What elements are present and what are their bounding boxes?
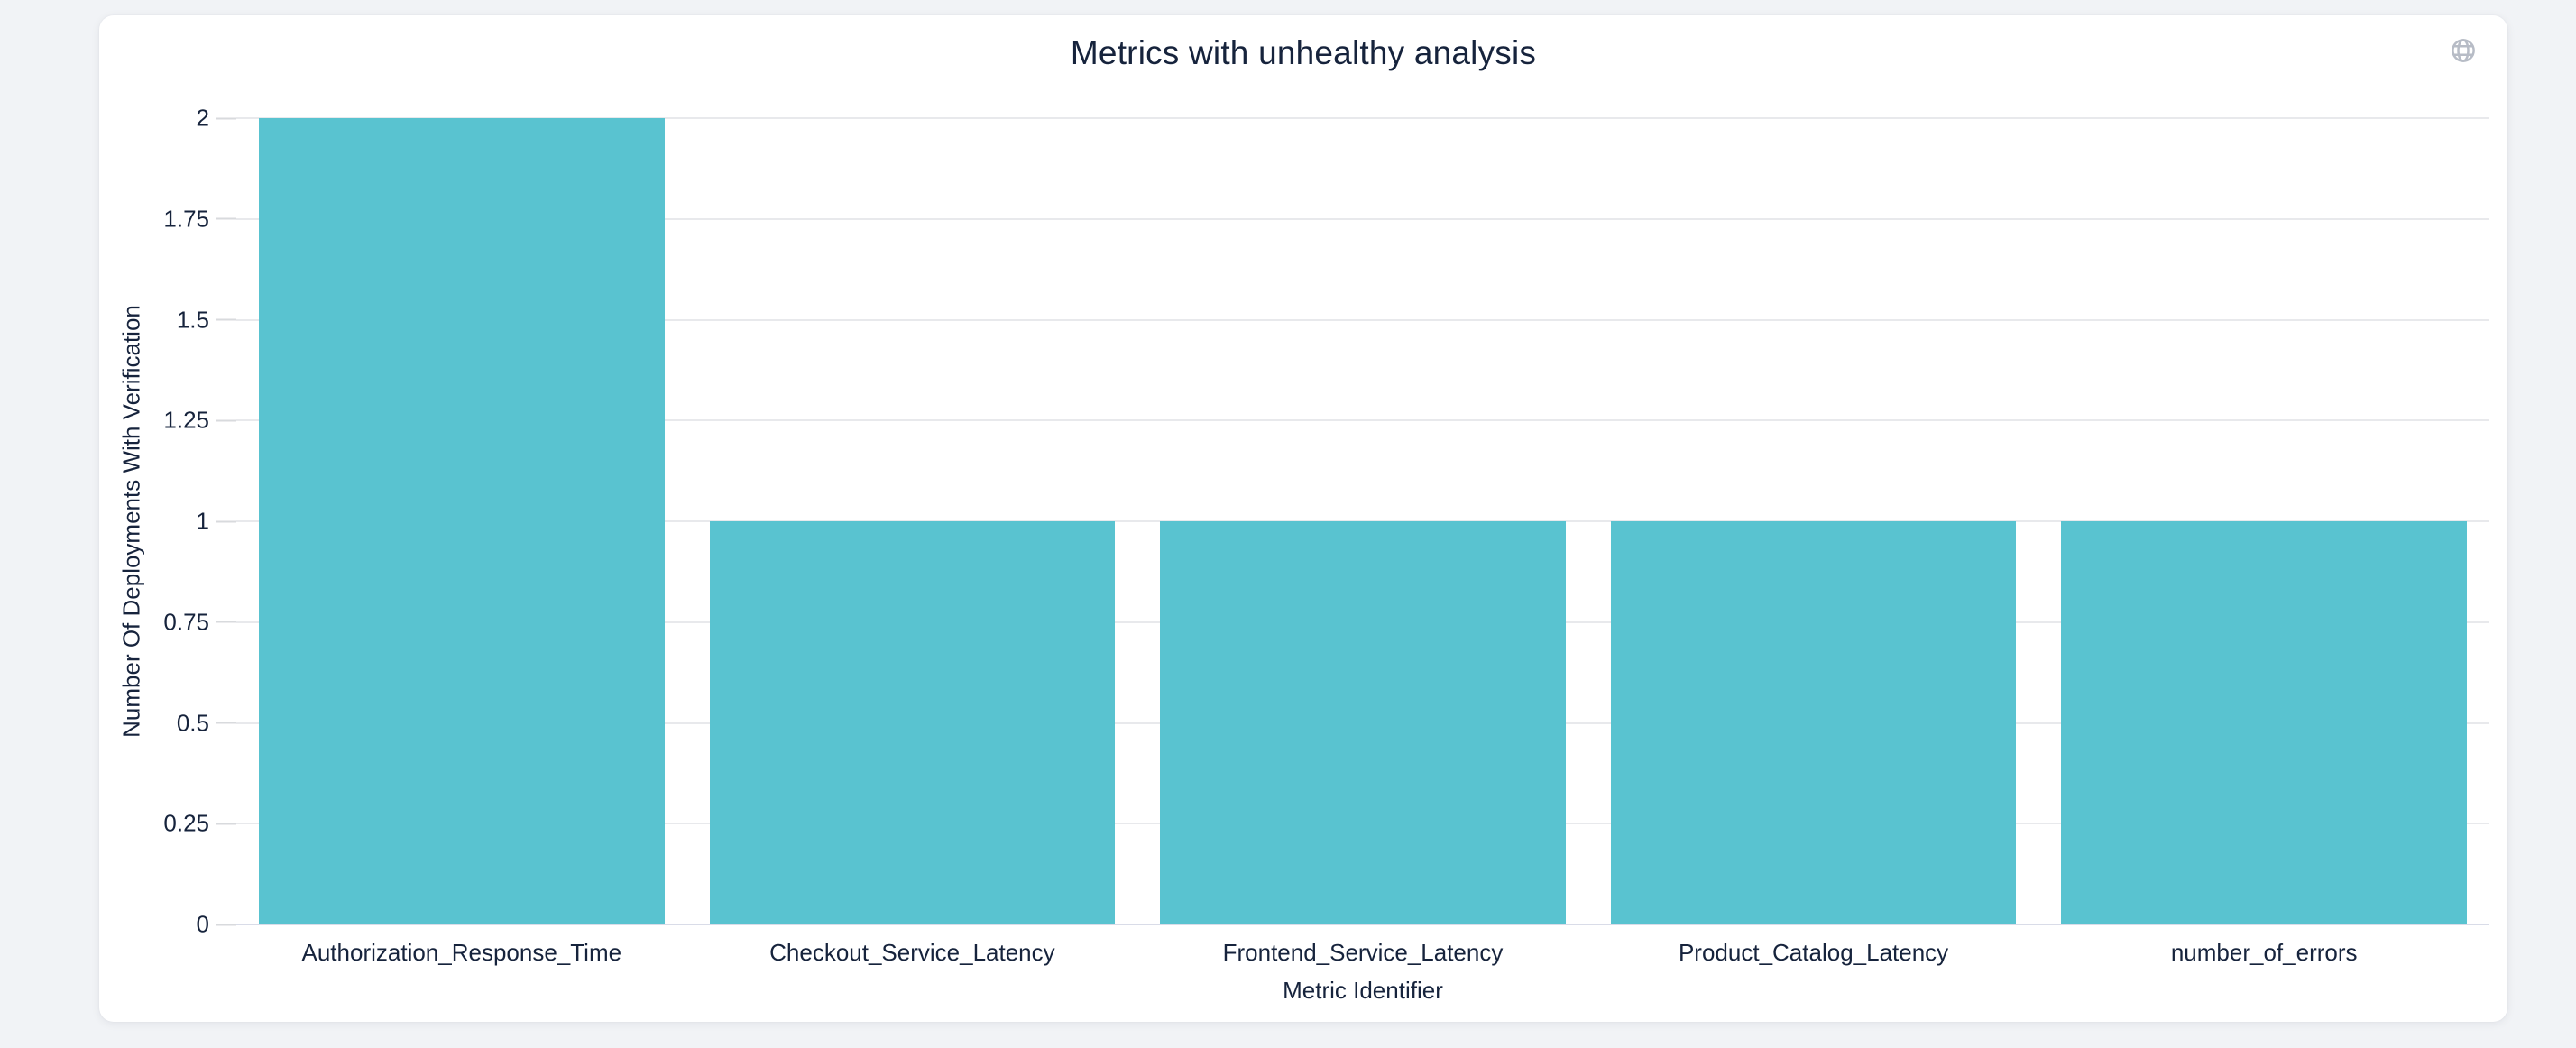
y-tick-label: 0 bbox=[196, 910, 209, 938]
x-tick-label: Checkout_Service_Latency bbox=[769, 939, 1055, 966]
y-tick-mark bbox=[216, 924, 236, 925]
y-axis-title: Number Of Deployments With Verification bbox=[117, 305, 145, 738]
y-tick-mark bbox=[216, 419, 236, 422]
gridline bbox=[236, 217, 2489, 220]
bar-series bbox=[236, 118, 2489, 924]
y-tick-row: 0.5 bbox=[177, 709, 236, 737]
y-tick-row: 1.5 bbox=[177, 306, 236, 334]
chart-title: Metrics with unhealthy analysis bbox=[1070, 34, 1537, 71]
gridline bbox=[236, 419, 2489, 422]
y-tick-mark bbox=[216, 117, 236, 119]
y-tick-mark bbox=[216, 621, 236, 623]
y-tick-label: 1.75 bbox=[163, 205, 209, 233]
plot-area bbox=[236, 117, 2489, 925]
x-tick-label: Frontend_Service_Latency bbox=[1222, 939, 1504, 966]
bar-slot bbox=[1137, 118, 1588, 924]
bar-number_of_errors[interactable] bbox=[2061, 521, 2467, 924]
y-axis: 0 0.25 0.5 0.75 1 1.25 1.5 1.75 2 bbox=[99, 105, 236, 938]
y-tick-label: 0.5 bbox=[176, 709, 209, 736]
y-tick-row: 1.25 bbox=[163, 407, 236, 435]
bar-slot bbox=[2038, 118, 2489, 924]
y-tick-row: 0 bbox=[197, 911, 236, 939]
bar-Product_Catalog_Latency[interactable] bbox=[1610, 521, 2017, 924]
y-tick-row: 1 bbox=[197, 508, 236, 536]
y-tick-label: 0.25 bbox=[163, 809, 209, 837]
y-tick-row: 2 bbox=[197, 105, 236, 133]
y-tick-label: 0.75 bbox=[163, 608, 209, 636]
x-tick-label: Authorization_Response_Time bbox=[301, 939, 622, 966]
x-axis-title: Metric Identifier bbox=[1283, 977, 1443, 1004]
y-tick-label: 1.25 bbox=[163, 406, 209, 434]
bar-Frontend_Service_Latency[interactable] bbox=[1160, 521, 1566, 924]
y-tick-label: 2 bbox=[196, 104, 209, 132]
y-tick-mark bbox=[216, 520, 236, 522]
bar-Authorization_Response_Time[interactable] bbox=[258, 118, 665, 924]
bar-Checkout_Service_Latency[interactable] bbox=[709, 521, 1116, 924]
y-tick-label: 1 bbox=[196, 507, 209, 535]
y-tick-row: 1.75 bbox=[163, 205, 236, 233]
y-tick-mark bbox=[216, 318, 236, 321]
x-axis-line bbox=[236, 924, 2489, 925]
chart-card: Metrics with unhealthy analysis 0 0.25 0.5… bbox=[99, 15, 2507, 1022]
y-tick-row: 0.25 bbox=[163, 810, 236, 838]
x-tick-label: Product_Catalog_Latency bbox=[1678, 939, 1949, 966]
globe-button[interactable] bbox=[2448, 35, 2479, 66]
y-tick-row: 0.75 bbox=[163, 608, 236, 636]
bar-slot bbox=[1588, 118, 2039, 924]
x-axis-labels: Authorization_Response_Time Checkout_Serv… bbox=[236, 939, 2489, 967]
y-tick-label: 1.5 bbox=[176, 306, 209, 333]
globe-icon bbox=[2450, 37, 2477, 64]
bar-slot bbox=[236, 118, 687, 924]
bar-slot bbox=[687, 118, 1138, 924]
y-tick-mark bbox=[216, 722, 236, 724]
y-tick-mark bbox=[216, 823, 236, 825]
gridline bbox=[236, 117, 2489, 119]
gridline bbox=[236, 318, 2489, 321]
y-tick-mark bbox=[216, 217, 236, 220]
x-tick-label: number_of_errors bbox=[2170, 939, 2358, 966]
